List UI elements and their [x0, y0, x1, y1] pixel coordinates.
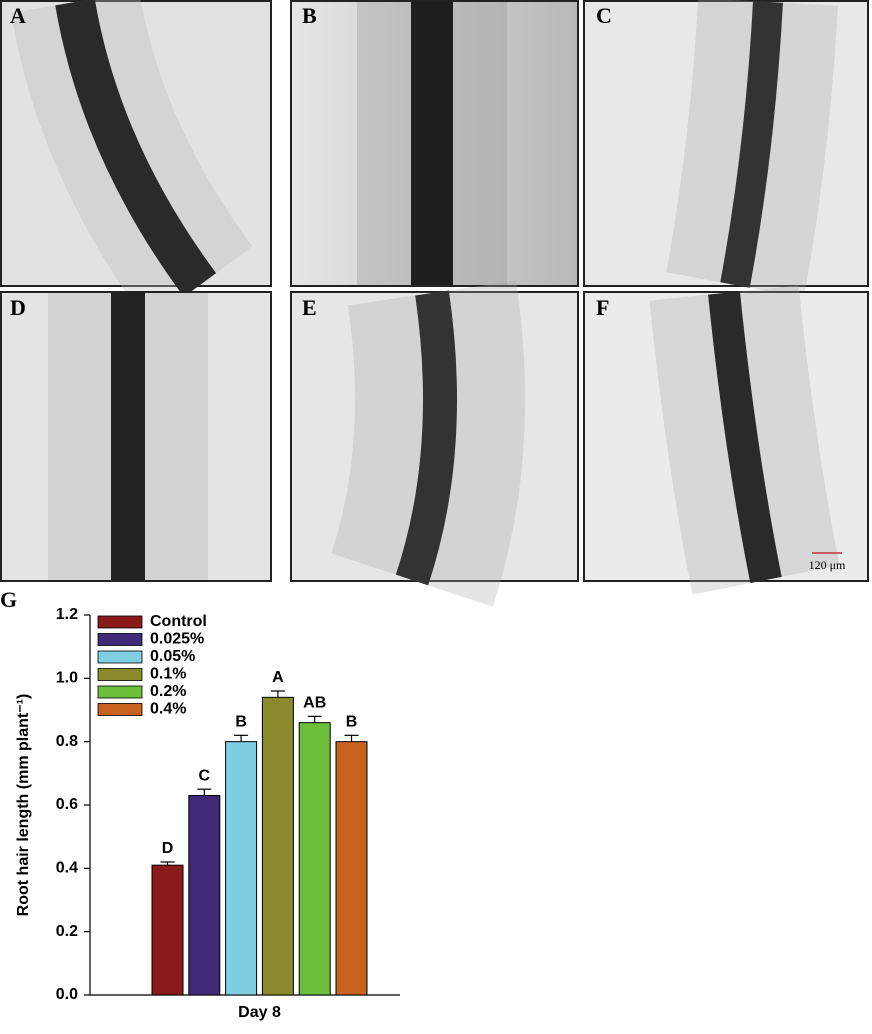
- bar: [188, 795, 221, 996]
- panel-label: C: [596, 3, 612, 28]
- legend-label: 0.05%: [150, 648, 195, 665]
- legend-swatch: [97, 703, 143, 716]
- legend-label: 0.025%: [150, 631, 204, 648]
- legend-label: 0.1%: [150, 666, 186, 683]
- legend-label: 0.2%: [150, 683, 186, 700]
- y-tick-label: 1.0: [56, 670, 78, 687]
- legend-label: Control: [150, 613, 207, 630]
- significance-label: B: [346, 714, 358, 731]
- significance-label: D: [162, 840, 174, 857]
- panel-label: D: [10, 295, 26, 320]
- legend-swatch: [97, 650, 143, 664]
- bar: [261, 696, 294, 996]
- bar: [298, 722, 331, 996]
- y-tick-label: 0.8: [56, 733, 78, 750]
- legend-swatch: [97, 668, 143, 681]
- y-tick-label: 0.4: [56, 860, 78, 877]
- significance-label: A: [272, 669, 284, 686]
- significance-label: C: [199, 767, 211, 784]
- y-axis-title: Root hair length (mm plant⁻¹): [15, 694, 32, 917]
- bar: [225, 741, 258, 996]
- significance-label: AB: [303, 695, 326, 712]
- legend-swatch: [97, 615, 143, 629]
- legend-label: 0.4%: [150, 701, 186, 718]
- micrographs: A B C D E F 120 μm: [0, 0, 869, 607]
- panel-label: B: [302, 3, 317, 28]
- bar: [151, 864, 184, 996]
- legend-swatch: [97, 685, 143, 699]
- panel-label: F: [596, 295, 609, 320]
- legend-swatch: [97, 633, 143, 646]
- y-tick-label: 0.0: [56, 986, 78, 1003]
- y-tick-label: 0.6: [56, 796, 78, 813]
- panel-label: E: [302, 295, 317, 320]
- panel-label: G: [0, 587, 17, 612]
- x-tick-label: Day 8: [238, 1004, 281, 1021]
- y-tick-label: 0.2: [56, 923, 78, 940]
- panel-label: A: [10, 3, 26, 28]
- bar: [335, 741, 368, 996]
- y-tick-label: 1.2: [56, 606, 78, 623]
- scale-bar-label: 120 μm: [809, 558, 846, 572]
- panel-c: [583, 0, 869, 287]
- significance-label: B: [235, 714, 247, 731]
